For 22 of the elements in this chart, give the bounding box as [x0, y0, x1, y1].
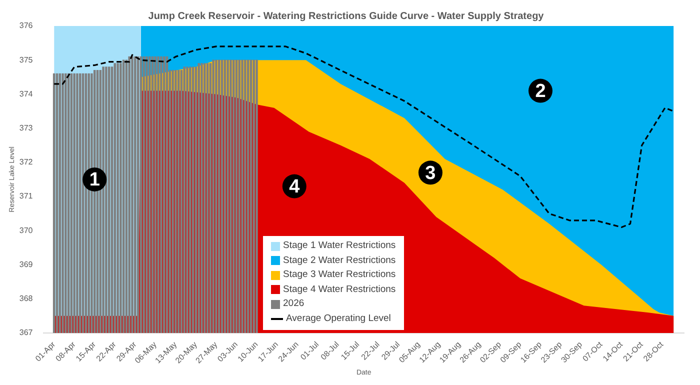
chart-title: Jump Creek Reservoir - Watering Restrictions Guide Curve - Water Supply Strategy: [148, 10, 544, 22]
line-series: [53, 46, 674, 228]
y-tick-label: 369: [19, 260, 34, 269]
legend-label: Stage 1 Water Restrictions: [283, 239, 396, 253]
y-tick-label: 371: [19, 192, 34, 201]
y-tick-label: 374: [19, 89, 34, 98]
annotation: 3: [425, 162, 436, 184]
y-tick-label: 375: [19, 55, 34, 64]
y-tick-label: 368: [19, 294, 34, 304]
y-tick-label: 373: [19, 124, 34, 133]
y-tick-label: 376: [19, 21, 34, 30]
y-tick-label: 370: [19, 226, 34, 235]
annotation: 4: [289, 176, 300, 198]
legend-label: 2026: [283, 297, 304, 311]
legend-label: Stage 3 Water Restrictions: [283, 268, 396, 282]
annotation: 1: [89, 170, 100, 191]
legend-label: Average Operating Level: [286, 312, 391, 326]
annotation: 2: [535, 81, 546, 102]
legend-label: Stage 2 Water Restrictions: [283, 254, 396, 268]
legend-label: Stage 4 Water Restrictions: [283, 282, 396, 296]
y-tick-label: 372: [19, 158, 34, 167]
y-tick-label: 367: [19, 328, 34, 338]
